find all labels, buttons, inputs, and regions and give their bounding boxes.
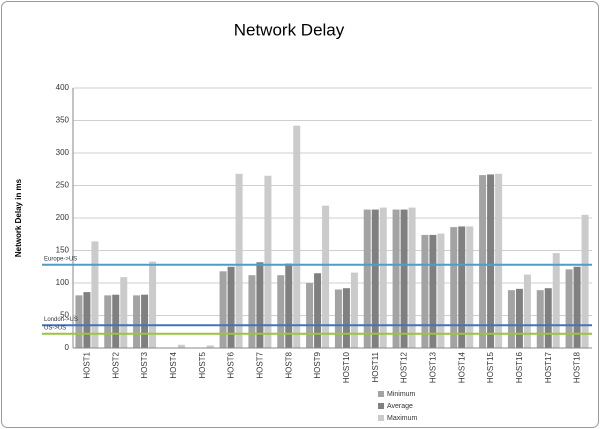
x-tick-label: HOST11 <box>371 351 380 382</box>
y-tick-label: 150 <box>56 246 70 255</box>
y-tick-label: 50 <box>60 311 69 320</box>
bar <box>487 174 495 348</box>
bar <box>479 175 487 348</box>
x-tick-label: HOST13 <box>429 351 438 383</box>
bar <box>293 125 301 348</box>
bar <box>285 263 293 348</box>
bar <box>235 173 243 348</box>
x-tick-label: HOST10 <box>342 351 351 383</box>
x-tick-label: HOST8 <box>284 351 293 378</box>
bar <box>322 205 330 348</box>
bar <box>544 288 552 348</box>
legend-swatch <box>378 415 384 421</box>
x-tick-label: HOST2 <box>111 351 120 378</box>
legend-swatch <box>378 391 384 397</box>
x-tick-label: HOST1 <box>83 351 92 378</box>
x-tick-label: HOST5 <box>198 351 207 378</box>
bar <box>552 253 560 348</box>
bar <box>581 214 589 348</box>
bar <box>350 272 358 348</box>
y-axis-label: Network Delay in ms <box>14 178 23 257</box>
bar <box>342 288 350 348</box>
y-tick-label: 400 <box>56 83 70 92</box>
bar <box>177 344 185 348</box>
bar <box>400 209 408 348</box>
x-tick-label: HOST18 <box>573 351 582 383</box>
bar <box>363 209 371 348</box>
y-tick-label: 100 <box>56 278 70 287</box>
y-tick-label: 200 <box>56 213 70 222</box>
x-tick-label: HOST3 <box>140 351 149 378</box>
x-tick-label: HOST9 <box>313 351 322 378</box>
bar <box>91 241 99 348</box>
bar <box>334 289 342 348</box>
bar <box>219 271 227 348</box>
x-tick-label: HOST15 <box>486 351 495 383</box>
bar <box>466 226 474 348</box>
bar <box>306 283 314 348</box>
bar <box>421 234 429 348</box>
bar <box>104 295 112 348</box>
bar <box>392 209 400 348</box>
x-tick-label: HOST6 <box>227 351 236 378</box>
bar <box>141 294 149 348</box>
y-tick-label: 250 <box>56 181 70 190</box>
bar <box>450 227 458 348</box>
y-tick-label: 350 <box>56 116 70 125</box>
bar <box>149 261 157 348</box>
x-tick-label: HOST17 <box>544 351 553 383</box>
bar <box>133 295 141 348</box>
bar <box>248 275 256 348</box>
bar <box>536 290 544 348</box>
bar <box>120 277 128 348</box>
bar <box>256 262 264 348</box>
bar <box>112 294 120 348</box>
reference-label: US->US <box>44 325 66 331</box>
bar <box>515 288 523 348</box>
bar <box>206 345 214 348</box>
y-tick-label: 300 <box>56 148 70 157</box>
bar <box>573 266 581 348</box>
x-tick-label: HOST16 <box>515 351 524 383</box>
reference-label: London->US <box>44 317 78 323</box>
bar <box>277 275 285 348</box>
x-tick-label: HOST4 <box>169 351 178 378</box>
bar <box>565 269 573 348</box>
bar <box>437 233 445 348</box>
bar <box>83 292 91 348</box>
bar <box>75 295 83 348</box>
x-tick-label: HOST7 <box>256 351 265 378</box>
legend-swatch <box>378 403 384 409</box>
bar <box>408 207 416 348</box>
x-tick-label: HOST14 <box>457 351 466 383</box>
bar <box>264 175 272 348</box>
bar <box>507 290 515 348</box>
bar <box>371 209 379 348</box>
bar <box>458 226 466 348</box>
chart-title: Network Delay <box>234 20 345 39</box>
x-tick-label: HOST12 <box>400 351 409 383</box>
bar <box>523 274 531 348</box>
bar <box>314 273 322 348</box>
legend-label: Average <box>387 403 413 410</box>
legend-label: Maximum <box>387 415 418 422</box>
reference-label: Europe->US <box>44 256 77 262</box>
legend-label: Minimum <box>387 391 416 398</box>
bar <box>379 207 387 348</box>
bar <box>227 266 235 348</box>
bar <box>495 173 503 348</box>
y-tick-label: 0 <box>65 343 70 352</box>
bar <box>429 234 437 348</box>
